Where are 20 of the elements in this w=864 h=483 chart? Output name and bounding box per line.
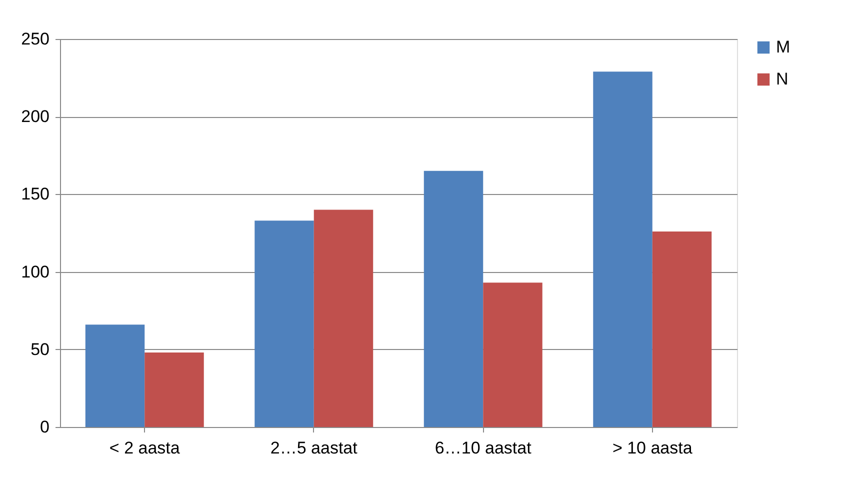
bar bbox=[314, 210, 374, 427]
x-tick-label: 2…5 aastat bbox=[270, 438, 358, 458]
legend-label: M bbox=[776, 38, 790, 56]
bar bbox=[144, 352, 204, 427]
y-tick-label: 200 bbox=[21, 107, 50, 126]
bar bbox=[593, 72, 652, 427]
x-tick-label: < 2 aasta bbox=[109, 438, 180, 458]
bar bbox=[85, 324, 145, 427]
x-tick-label: 6…10 aastat bbox=[434, 438, 532, 458]
bar bbox=[254, 220, 314, 427]
y-tick-label: 100 bbox=[21, 262, 50, 282]
x-tick-label: > 10 aasta bbox=[612, 438, 693, 458]
bar bbox=[424, 170, 484, 427]
y-tick-label: 0 bbox=[40, 418, 50, 436]
bar bbox=[652, 231, 712, 427]
bar bbox=[483, 282, 542, 427]
y-tick-label: 250 bbox=[21, 30, 50, 48]
legend-label: N bbox=[776, 70, 788, 88]
y-tick-label: 50 bbox=[30, 340, 50, 359]
y-tick-label: 150 bbox=[21, 184, 50, 204]
